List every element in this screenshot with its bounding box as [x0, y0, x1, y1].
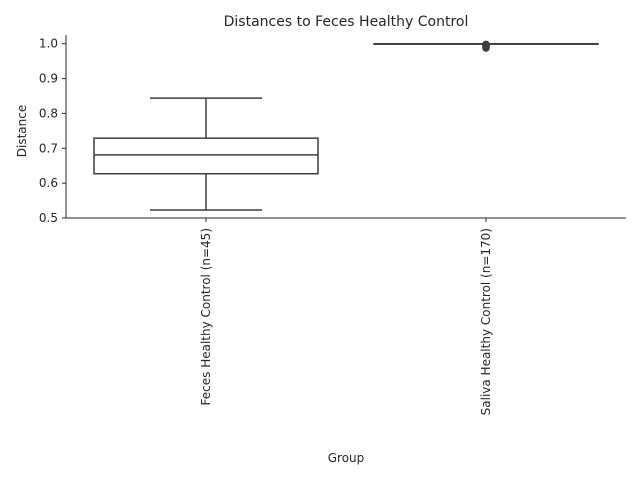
x-tick-label: Saliva Healthy Control (n=170) [479, 228, 493, 415]
x-tick-label: Feces Healthy Control (n=45) [199, 228, 213, 405]
y-tick-label: 0.5 [39, 211, 58, 225]
y-axis-label: Distance [15, 105, 29, 157]
y-tick-label: 0.7 [39, 141, 58, 155]
y-axis-ticks: 0.5 0.6 0.7 0.8 0.9 1.0 [39, 37, 66, 225]
chart-title: Distances to Feces Healthy Control [224, 14, 469, 30]
y-tick-label: 0.8 [39, 106, 58, 120]
outlier-point [482, 40, 490, 49]
y-tick-label: 0.6 [39, 176, 58, 190]
box-iqr [93, 137, 319, 175]
x-axis-ticks: Feces Healthy Control (n=45) Saliva Healt… [199, 218, 493, 415]
box-plot-series-layer [93, 40, 599, 211]
y-tick-label: 1.0 [39, 37, 58, 51]
x-axis-label: Group [328, 451, 365, 465]
y-tick-label: 0.9 [39, 72, 58, 86]
